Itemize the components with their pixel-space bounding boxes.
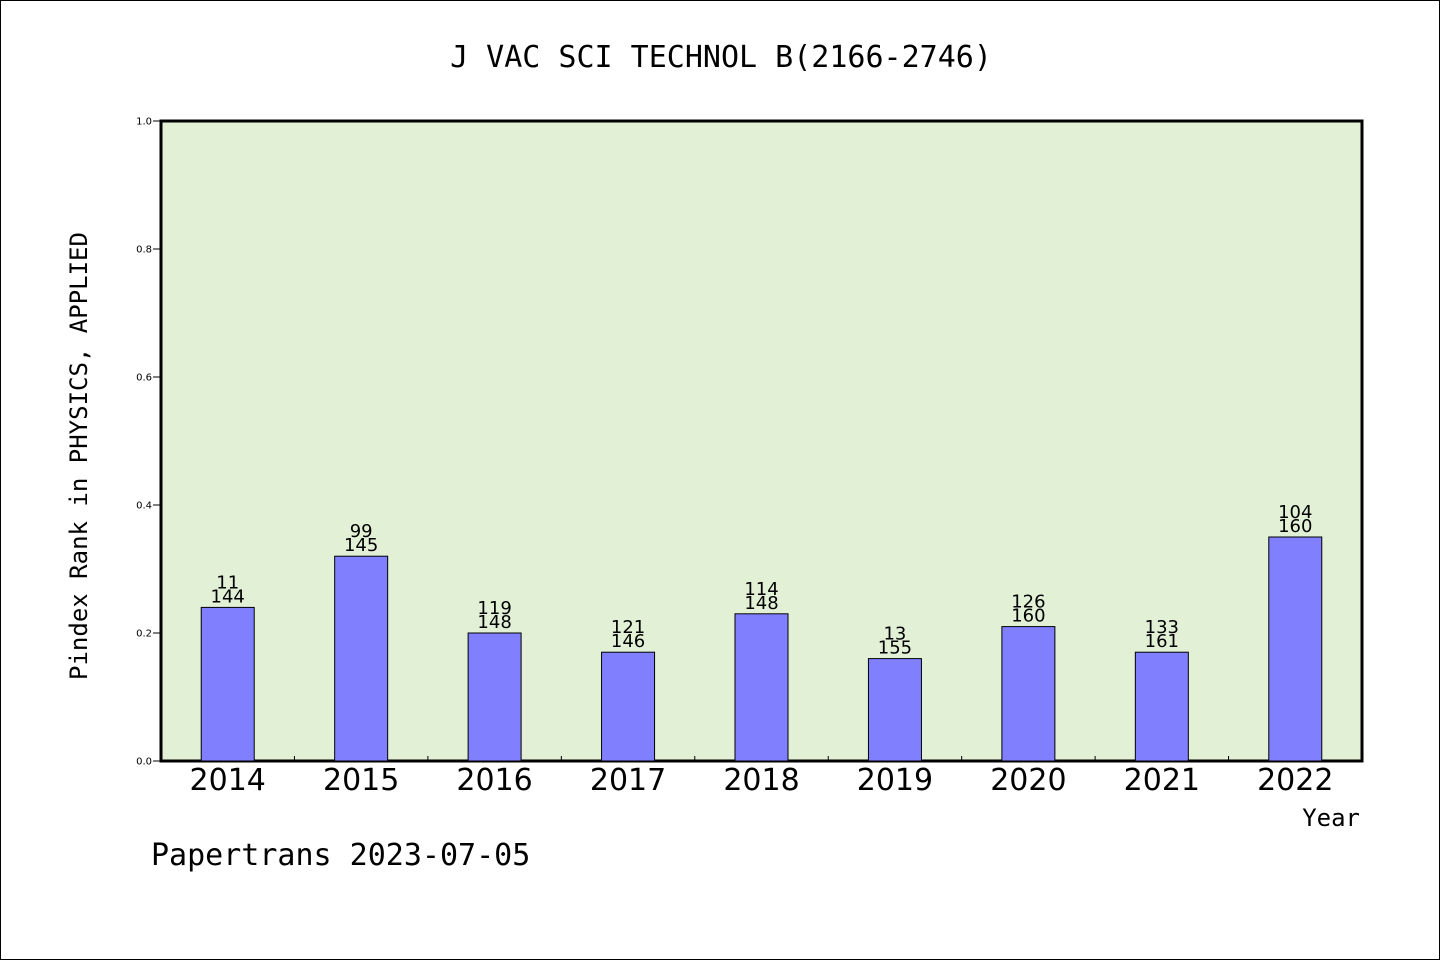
y-tick-label: 0.8 <box>136 245 152 256</box>
x-tick-label: 2019 <box>857 763 933 798</box>
bar-rank-label: 133 <box>1145 617 1179 638</box>
x-tick-label: 2017 <box>590 763 666 798</box>
bar-2014 <box>200 606 255 762</box>
y-tick-label: 0.6 <box>136 373 152 384</box>
y-tick-label: 0.4 <box>136 501 152 512</box>
bar-2020 <box>1001 626 1056 762</box>
bar-2019 <box>867 658 922 762</box>
bar-2016 <box>467 632 522 762</box>
bar-2022 <box>1268 536 1323 762</box>
axis-layer: 0.0 0.2 0.4 0.6 0.8 1.0 <box>136 117 1230 768</box>
chart-title: J VAC SCI TECHNOL B(2166-2746) <box>450 40 992 75</box>
bar-rank-label: 13 <box>883 624 906 645</box>
bar-2021 <box>1134 651 1189 762</box>
x-tick-label: 2021 <box>1124 763 1200 798</box>
bar-total-label: 160 <box>1278 516 1312 537</box>
x-axis-label: Year <box>1302 804 1360 832</box>
bar-rank-label: 121 <box>611 617 645 638</box>
labels-layer: 1114420149914520151191482016121146201711… <box>190 502 1334 798</box>
bars-layer <box>200 536 1323 762</box>
y-tick-label: 1.0 <box>136 117 152 128</box>
bar-rank-label: 11 <box>216 572 239 593</box>
bar-rank-label: 99 <box>350 521 373 542</box>
bar-total-label: 148 <box>477 612 511 633</box>
bar-total-label: 161 <box>1145 631 1179 652</box>
bar-total-label: 155 <box>878 638 912 659</box>
x-tick-label: 2014 <box>190 763 266 798</box>
bar-2017 <box>601 651 656 762</box>
x-tick-label: 2016 <box>456 763 532 798</box>
x-tick-label: 2020 <box>990 763 1066 798</box>
bar-2015 <box>334 555 389 762</box>
bar-2018 <box>734 613 789 762</box>
bar-rank-label: 126 <box>1011 592 1045 613</box>
x-tick-label: 2015 <box>323 763 399 798</box>
bar-rank-label: 104 <box>1278 502 1312 523</box>
bar-total-label: 148 <box>744 593 778 614</box>
y-tick-label: 0.2 <box>136 629 152 640</box>
y-axis-label: Pindex Rank in PHYSICS, APPLIED <box>65 232 93 680</box>
bar-rank-label: 114 <box>744 579 778 600</box>
bar-rank-label: 119 <box>477 598 511 619</box>
footer-credit: Papertrans 2023-07-05 <box>151 838 530 873</box>
bar-total-label: 144 <box>211 586 245 607</box>
x-tick-label: 2018 <box>723 763 799 798</box>
bar-total-label: 145 <box>344 535 378 556</box>
bar-total-label: 160 <box>1011 606 1045 627</box>
bar-total-label: 146 <box>611 631 645 652</box>
x-tick-label: 2022 <box>1257 763 1333 798</box>
y-tick-label: 0.0 <box>136 757 152 768</box>
